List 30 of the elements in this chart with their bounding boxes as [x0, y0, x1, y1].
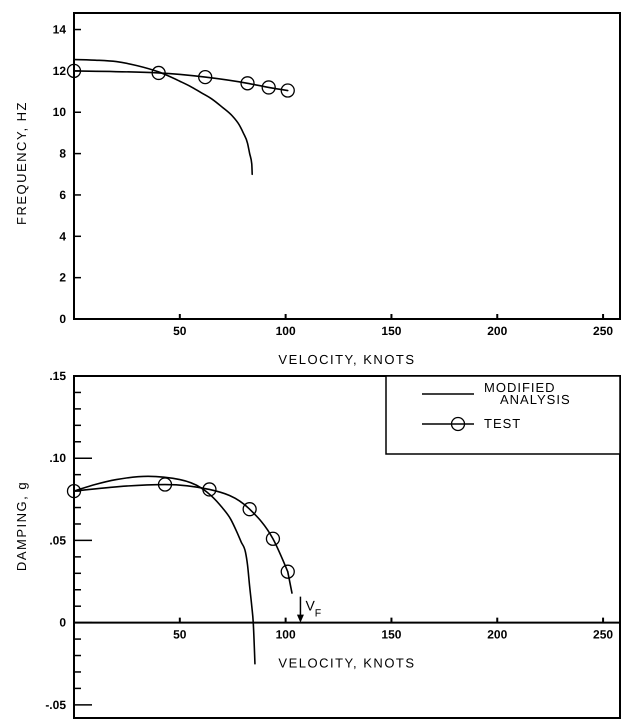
y-tick-label: .15	[49, 369, 66, 383]
y-tick-label: 8	[59, 146, 66, 161]
legend-label: TEST	[484, 416, 522, 431]
y-tick-label: 6	[59, 188, 66, 202]
y-axis-title: DAMPING, g	[14, 480, 29, 572]
x-tick-label: 200	[487, 324, 508, 338]
y-tick-label: 14	[52, 22, 66, 37]
x-tick-label: 50	[173, 628, 187, 642]
x-tick-label: 250	[593, 628, 614, 642]
y-tick-label: 0	[59, 616, 66, 630]
x-tick-label: 250	[593, 324, 614, 338]
y-tick-label: 0	[59, 312, 66, 326]
y-tick-label: 10	[52, 105, 66, 120]
legend-label: MODIFIED ANALYSIS	[484, 380, 571, 407]
y-tick-label: -.05	[45, 698, 66, 712]
ref-line-label: V$_{F}$	[305, 598, 322, 620]
y-tick-label: 4	[59, 229, 66, 244]
x-tick-label: 100	[276, 628, 296, 642]
x-tick-label: 100	[276, 324, 296, 338]
x-tick-label: 200	[487, 628, 508, 642]
y-tick-label: 2	[59, 270, 66, 285]
y-tick-label: 12	[52, 64, 66, 78]
x-axis-title: VELOCITY, KNOTS	[278, 352, 416, 367]
y-tick-label: .05	[49, 533, 66, 548]
x-tick-label: 150	[381, 628, 402, 642]
x-tick-label: 50	[173, 324, 187, 338]
x-axis-title: VELOCITY, KNOTS	[278, 656, 416, 671]
y-axis-title: FREQUENCY, HZ	[14, 101, 29, 225]
y-tick-label: .10	[49, 451, 66, 466]
x-tick-label: 150	[381, 324, 402, 338]
